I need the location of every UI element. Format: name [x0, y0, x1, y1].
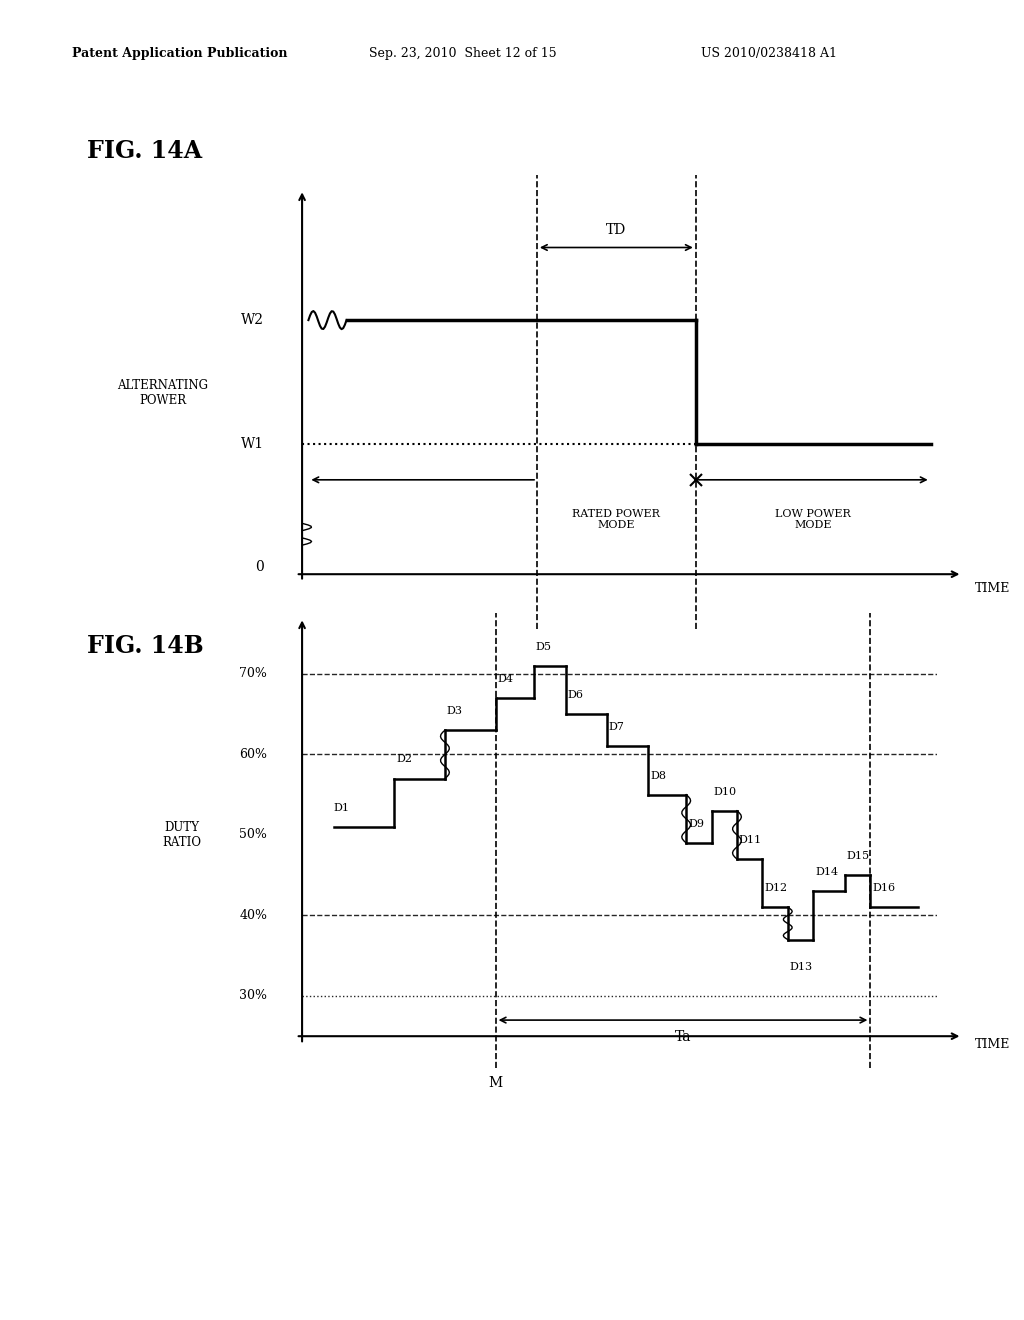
Text: 50%: 50%: [240, 829, 267, 841]
Text: D16: D16: [872, 883, 895, 894]
Text: D13: D13: [790, 962, 813, 972]
Text: 40%: 40%: [240, 909, 267, 921]
Text: 30%: 30%: [240, 990, 267, 1002]
Text: D14: D14: [815, 867, 839, 878]
Text: D11: D11: [739, 836, 762, 845]
Text: LOW POWER
MODE: LOW POWER MODE: [775, 510, 851, 531]
Text: FIG. 14B: FIG. 14B: [87, 635, 204, 659]
Text: RATED POWER
MODE: RATED POWER MODE: [572, 510, 660, 531]
Text: D10: D10: [714, 787, 736, 797]
Text: M: M: [488, 1077, 503, 1090]
Text: TD: TD: [606, 223, 627, 236]
Text: W1: W1: [241, 437, 264, 450]
Text: D15: D15: [847, 851, 870, 861]
Text: US 2010/0238418 A1: US 2010/0238418 A1: [701, 46, 838, 59]
Text: TIME: TIME: [975, 1038, 1011, 1051]
Text: D7: D7: [608, 722, 625, 733]
Text: W2: W2: [241, 313, 264, 327]
Text: Ta: Ta: [675, 1030, 691, 1044]
Text: D8: D8: [650, 771, 666, 780]
Text: 70%: 70%: [240, 668, 267, 680]
Text: DUTY
RATIO: DUTY RATIO: [162, 821, 201, 849]
Text: D2: D2: [396, 755, 412, 764]
Text: D5: D5: [536, 642, 552, 652]
Text: ALTERNATING
POWER: ALTERNATING POWER: [117, 379, 208, 407]
Text: TIME: TIME: [975, 582, 1011, 595]
Text: D9: D9: [688, 818, 705, 829]
Text: D1: D1: [334, 803, 350, 813]
Text: D6: D6: [567, 690, 584, 700]
Text: Sep. 23, 2010  Sheet 12 of 15: Sep. 23, 2010 Sheet 12 of 15: [369, 46, 556, 59]
Text: 0: 0: [255, 560, 264, 574]
Text: D4: D4: [498, 675, 514, 684]
Text: 60%: 60%: [240, 748, 267, 760]
Text: FIG. 14A: FIG. 14A: [87, 140, 202, 164]
Text: D12: D12: [764, 883, 787, 894]
Text: D3: D3: [446, 706, 463, 717]
Text: Patent Application Publication: Patent Application Publication: [72, 46, 287, 59]
